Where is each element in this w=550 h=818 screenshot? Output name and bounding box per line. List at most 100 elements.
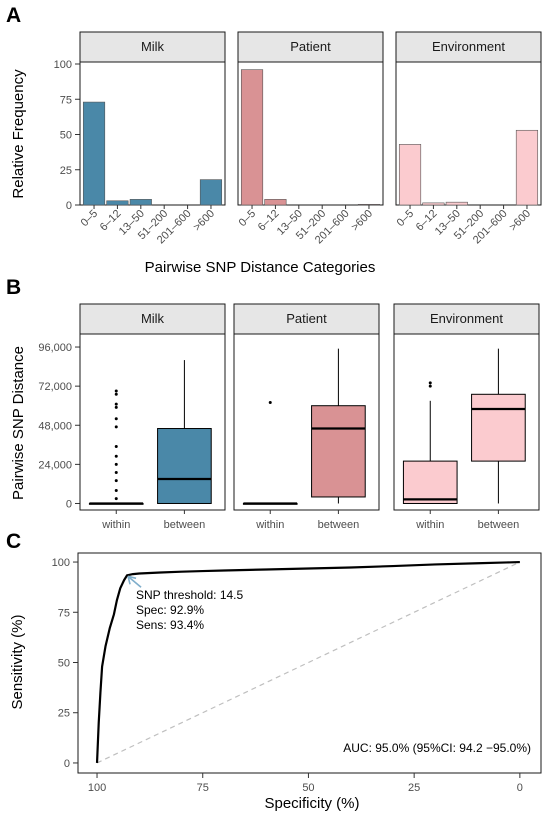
- panel-a-x-tick-label: 0–5: [79, 208, 100, 229]
- panel-b-outlier-milk-within: [114, 462, 118, 466]
- panel-b-outlier-patient-within: [268, 400, 272, 404]
- panel-b-y-tick-label: 48,000: [38, 420, 72, 432]
- panel-a-y-tick-label: 100: [54, 59, 72, 71]
- panel-b-y-tick-label: 72,000: [38, 381, 72, 393]
- panel-b-frame-patient: [233, 333, 380, 511]
- panel-c-x-tick-label: 25: [408, 782, 420, 794]
- panel-a-bar-environment-6-12: [422, 202, 445, 206]
- panel-a-bar-milk-6-12: [106, 200, 129, 206]
- panel-a-bar-milk-13-50: [129, 199, 152, 206]
- panel-b-y-tick-label: 96,000: [38, 342, 72, 354]
- panel-c-x-tick-label: 0: [517, 782, 523, 794]
- panel-a-bar-patient-600: [357, 203, 381, 206]
- panel-a-x-axis-title: Pairwise SNP Distance Categories: [145, 259, 376, 276]
- panel-c-y-tick-label: 25: [58, 708, 70, 720]
- panel-c-x-tick-label: 50: [302, 782, 314, 794]
- panel-c-y-tick-label: 0: [64, 758, 70, 770]
- panel-b-x-tick-label-within: within: [101, 519, 130, 531]
- panel-a-frame-environment: [395, 61, 542, 206]
- panel-c-y-axis-title: Sensitivity (%): [9, 614, 26, 709]
- panel-b-outlier-milk-within: [114, 425, 118, 429]
- panel-a-bar-patient-0-5: [240, 69, 264, 206]
- panel-b-x-tick-label-within: within: [415, 519, 444, 531]
- panel-c-roc-line: [95, 560, 520, 763]
- panel-b-outlier-milk-within: [114, 417, 118, 421]
- panel-a-x-tick-label: >600: [507, 208, 533, 234]
- panel-b-strip-milk: [79, 303, 226, 335]
- panel-a-y-tick-label: 50: [60, 130, 72, 142]
- panel-b-outlier-milk-within: [114, 479, 118, 483]
- panel-a-y-tick-label: 25: [60, 165, 72, 177]
- panel-b-strip-label-patient: Patient: [286, 311, 327, 326]
- panel-c-annotation-line-3: Sens: 93.4%: [136, 618, 204, 632]
- panel-a-x-tick-label: >600: [349, 208, 375, 234]
- panel-a-x-tick-label: 0–5: [395, 208, 416, 229]
- panel-c-frame: [77, 552, 542, 774]
- panel-a-strip-environment: [395, 31, 542, 63]
- panel-b-box-environment-within: [402, 460, 458, 504]
- panel-a-strip-patient: [237, 31, 384, 63]
- panel-a-frame-patient: [237, 61, 384, 206]
- panel-b-outlier-milk-within: [114, 471, 118, 475]
- panel-b-box-plot: 0 24,000 48,000 72,000 96,000 Milk within betwe…: [38, 303, 540, 531]
- panel-b-strip-label-milk: Milk: [141, 311, 165, 326]
- panel-label-a: A: [6, 4, 21, 27]
- panel-a-frame-milk: [79, 61, 226, 206]
- panel-b-outlier-environment-within: [428, 381, 432, 385]
- panel-c-annotation-line-1: SNP threshold: 14.5: [136, 588, 244, 602]
- panel-b-box-milk-between: [157, 428, 212, 504]
- panel-b-frame-environment: [393, 333, 540, 511]
- panel-c-x-axis-title: Specificity (%): [264, 795, 359, 812]
- panel-a-strip-label-patient: Patient: [290, 39, 331, 54]
- panel-c-reference-line: [96, 561, 521, 764]
- panel-label-c: C: [6, 530, 21, 553]
- panel-b-x-tick-label-within: within: [255, 519, 284, 531]
- panel-b-outlier-milk-within: [114, 488, 118, 492]
- panel-c-y-tick-label: 75: [58, 607, 70, 619]
- panel-a-bar-environment-13-50: [445, 201, 468, 206]
- panel-c-x-tick-label: 100: [88, 782, 106, 794]
- panel-b-outlier-milk-within: [114, 497, 118, 501]
- panel-a-strip-label-milk: Milk: [141, 39, 165, 54]
- panel-c-annotation-line-2: Spec: 92.9%: [136, 603, 204, 617]
- panel-b-outlier-milk-within: [114, 402, 118, 406]
- panel-b-box-patient-between: [311, 405, 366, 498]
- panel-a-y-tick-label: 75: [60, 94, 72, 106]
- panel-a-strip-label-environment: Environment: [432, 39, 505, 54]
- panel-a-bar-chart: 0255075100Milk0–56–1213–5051–200201–600>…: [54, 31, 542, 246]
- panel-a-bar-environment-0-5: [398, 144, 422, 206]
- panel-b-strip-label-environment: Environment: [430, 311, 503, 326]
- panel-b-x-tick-label-between: between: [318, 519, 360, 531]
- panel-b-x-tick-label-between: between: [164, 519, 206, 531]
- panel-a-bar-milk-600: [199, 179, 223, 206]
- panel-c-auc-label: AUC: 95.0% (95%CI: 94.2 −95.0%): [343, 741, 531, 755]
- panel-a-x-tick-label: 0–5: [237, 208, 258, 229]
- panel-c-threshold-arrowhead: [127, 575, 137, 585]
- panel-a-x-tick-label: >600: [191, 208, 217, 234]
- panel-a-y-tick-label: 0: [66, 200, 72, 212]
- panel-b-y-tick-label: 24,000: [38, 459, 72, 471]
- panel-c-y-tick-label: 50: [58, 657, 70, 669]
- panel-b-box-environment-between: [471, 393, 526, 462]
- panel-c-y-tick-label: 100: [52, 557, 70, 569]
- panel-b-outlier-milk-within: [114, 392, 118, 396]
- panel-b-y-tick-label: 0: [66, 498, 72, 510]
- panel-a-y-axis-title: Relative Frequency: [10, 69, 27, 199]
- panel-b-frame-milk: [79, 333, 226, 511]
- panel-a-bar-milk-0-5: [82, 101, 106, 206]
- panel-c-x-tick-label: 75: [197, 782, 209, 794]
- panel-b-outlier-environment-within: [428, 384, 432, 388]
- panel-a-bar-patient-6-12: [264, 199, 287, 206]
- panel-a-strip-milk: [79, 31, 226, 63]
- panel-c-threshold-arrow: [128, 576, 142, 588]
- panel-b-x-tick-label-between: between: [478, 519, 520, 531]
- panel-b-y-axis-title: Pairwise SNP Distance: [10, 346, 27, 500]
- panel-b-outlier-milk-within: [114, 389, 118, 393]
- panel-label-b: B: [6, 276, 21, 299]
- panel-b-outlier-milk-within: [114, 405, 118, 409]
- panel-b-outlier-milk-within: [114, 444, 118, 448]
- panel-b-outlier-milk-within: [114, 454, 118, 458]
- panel-b-strip-patient: [233, 303, 380, 335]
- panel-a-bar-environment-600: [515, 129, 539, 206]
